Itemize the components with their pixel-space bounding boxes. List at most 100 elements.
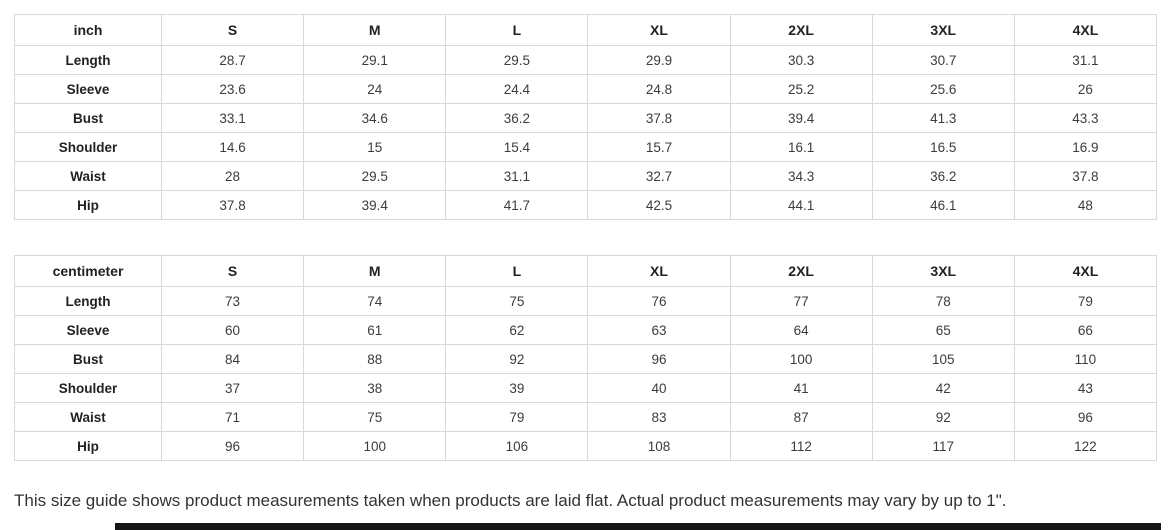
measurement-value-cell: 117 <box>871 431 1015 461</box>
size-header-cell: 4XL <box>1013 255 1158 287</box>
measurement-value-cell: 39.4 <box>303 190 447 220</box>
size-header-cell: XL <box>587 14 731 46</box>
measurement-label-cell: Sleeve <box>14 315 162 345</box>
measurement-value-cell: 71 <box>160 402 305 432</box>
measurement-value-cell: 28.7 <box>160 45 305 75</box>
measurement-value-cell: 44.1 <box>729 190 873 220</box>
size-header-cell: S <box>160 255 305 287</box>
measurement-value-cell: 66 <box>1013 315 1158 345</box>
measurement-value-cell: 24.8 <box>587 74 731 104</box>
measurement-value-cell: 37 <box>160 373 305 403</box>
size-header-cell: M <box>303 14 447 46</box>
measurement-value-cell: 30.7 <box>871 45 1015 75</box>
size-header-cell: L <box>445 14 589 46</box>
measurement-value-cell: 100 <box>303 431 447 461</box>
bottom-divider-bar <box>115 523 1161 530</box>
measurement-value-cell: 39 <box>445 373 589 403</box>
size-header-cell: M <box>303 255 447 287</box>
measurement-value-cell: 79 <box>1013 286 1158 316</box>
measurement-value-cell: 76 <box>587 286 731 316</box>
header-row: inch S M L XL 2XL 3XL 4XL <box>14 14 1158 46</box>
measurement-row: Waist 71 75 79 83 87 92 96 <box>14 402 1158 432</box>
measurement-value-cell: 84 <box>160 344 305 374</box>
measurement-value-cell: 112 <box>729 431 873 461</box>
measurement-row: Shoulder 37 38 39 40 41 42 43 <box>14 373 1158 403</box>
measurement-value-cell: 15.4 <box>445 132 589 162</box>
measurement-value-cell: 40 <box>587 373 731 403</box>
measurement-row: Length 73 74 75 76 77 78 79 <box>14 286 1158 316</box>
measurement-value-cell: 24.4 <box>445 74 589 104</box>
measurement-value-cell: 31.1 <box>445 161 589 191</box>
measurement-value-cell: 24 <box>303 74 447 104</box>
measurement-value-cell: 92 <box>871 402 1015 432</box>
measurement-label-cell: Length <box>14 286 162 316</box>
measurement-value-cell: 42 <box>871 373 1015 403</box>
header-row: centimeter S M L XL 2XL 3XL 4XL <box>14 255 1158 287</box>
measurement-label-cell: Waist <box>14 402 162 432</box>
measurement-label-cell: Sleeve <box>14 74 162 104</box>
measurement-value-cell: 64 <box>729 315 873 345</box>
measurement-value-cell: 48 <box>1013 190 1158 220</box>
measurement-value-cell: 74 <box>303 286 447 316</box>
measurement-value-cell: 28 <box>160 161 305 191</box>
measurement-value-cell: 15.7 <box>587 132 731 162</box>
measurement-value-cell: 29.5 <box>303 161 447 191</box>
measurement-value-cell: 43.3 <box>1013 103 1158 133</box>
measurement-label-cell: Shoulder <box>14 132 162 162</box>
measurement-label-cell: Bust <box>14 103 162 133</box>
measurement-value-cell: 61 <box>303 315 447 345</box>
measurement-value-cell: 41.7 <box>445 190 589 220</box>
measurement-value-cell: 37.8 <box>587 103 731 133</box>
size-header-cell: 4XL <box>1013 14 1158 46</box>
measurement-value-cell: 75 <box>303 402 447 432</box>
measurement-value-cell: 108 <box>587 431 731 461</box>
measurement-row: Hip 96 100 106 108 112 117 122 <box>14 431 1158 461</box>
size-header-cell: L <box>445 255 589 287</box>
measurement-value-cell: 77 <box>729 286 873 316</box>
size-header-cell: 3XL <box>871 255 1015 287</box>
size-header-cell: 2XL <box>729 14 873 46</box>
measurement-value-cell: 92 <box>445 344 589 374</box>
measurement-value-cell: 36.2 <box>445 103 589 133</box>
size-guide-disclaimer: This size guide shows product measuremen… <box>14 491 1007 510</box>
measurement-value-cell: 110 <box>1013 344 1158 374</box>
measurement-label-cell: Hip <box>14 190 162 220</box>
measurement-value-cell: 83 <box>587 402 731 432</box>
measurement-value-cell: 16.5 <box>871 132 1015 162</box>
measurement-row: Bust 84 88 92 96 100 105 110 <box>14 344 1158 374</box>
measurement-value-cell: 105 <box>871 344 1015 374</box>
measurement-value-cell: 31.1 <box>1013 45 1158 75</box>
measurement-value-cell: 60 <box>160 315 305 345</box>
measurement-value-cell: 15 <box>303 132 447 162</box>
measurement-label-cell: Shoulder <box>14 373 162 403</box>
measurement-value-cell: 122 <box>1013 431 1158 461</box>
measurement-value-cell: 43 <box>1013 373 1158 403</box>
unit-label-cell: inch <box>14 14 162 46</box>
size-table-centimeter: centimeter S M L XL 2XL 3XL 4XL Length 73 74 75 76 77… <box>14 255 1158 461</box>
measurement-value-cell: 29.5 <box>445 45 589 75</box>
measurement-value-cell: 96 <box>160 431 305 461</box>
measurement-value-cell: 75 <box>445 286 589 316</box>
measurement-value-cell: 25.6 <box>871 74 1015 104</box>
measurement-row: Bust 33.1 34.6 36.2 37.8 39.4 41.3 43.3 <box>14 103 1158 133</box>
measurement-row: Length 28.7 29.1 29.5 29.9 30.3 30.7 31.1 <box>14 45 1158 75</box>
measurement-row: Sleeve 23.6 24 24.4 24.8 25.2 25.6 26 <box>14 74 1158 104</box>
measurement-value-cell: 65 <box>871 315 1015 345</box>
size-header-cell: XL <box>587 255 731 287</box>
measurement-row: Waist 28 29.5 31.1 32.7 34.3 36.2 37.8 <box>14 161 1158 191</box>
measurement-label-cell: Waist <box>14 161 162 191</box>
measurement-value-cell: 41.3 <box>871 103 1015 133</box>
measurement-value-cell: 42.5 <box>587 190 731 220</box>
measurement-value-cell: 37.8 <box>160 190 305 220</box>
measurement-value-cell: 30.3 <box>729 45 873 75</box>
measurement-value-cell: 26 <box>1013 74 1158 104</box>
measurement-value-cell: 39.4 <box>729 103 873 133</box>
measurement-value-cell: 36.2 <box>871 161 1015 191</box>
measurement-value-cell: 87 <box>729 402 873 432</box>
size-header-cell: 2XL <box>729 255 873 287</box>
measurement-value-cell: 46.1 <box>871 190 1015 220</box>
measurement-value-cell: 16.9 <box>1013 132 1158 162</box>
measurement-value-cell: 32.7 <box>587 161 731 191</box>
measurement-value-cell: 96 <box>587 344 731 374</box>
measurement-label-cell: Length <box>14 45 162 75</box>
